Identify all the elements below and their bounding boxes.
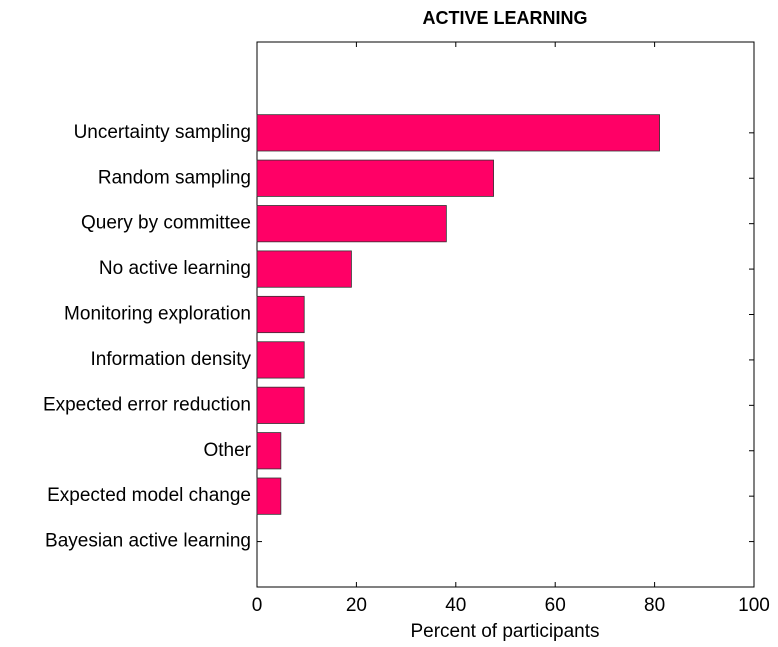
chart-title: ACTIVE LEARNING xyxy=(422,8,587,28)
y-tick-label: Query by committee xyxy=(81,213,251,234)
y-tick-label: Expected model change xyxy=(47,485,251,506)
bar xyxy=(256,341,305,379)
bar xyxy=(256,159,494,197)
bar xyxy=(256,386,305,424)
bar xyxy=(256,477,282,515)
bar xyxy=(256,295,305,334)
bar xyxy=(256,205,447,243)
x-tick-label: 80 xyxy=(644,595,665,616)
y-tick-label: Uncertainty sampling xyxy=(74,122,251,143)
y-tick-label: No active learning xyxy=(99,258,251,279)
y-tick-label: Bayesian active learning xyxy=(45,531,251,552)
x-axis-label: Percent of participants xyxy=(410,621,599,642)
bar xyxy=(256,432,282,470)
y-tick-label: Expected error reduction xyxy=(43,394,251,415)
y-tick-label: Monitoring exploration xyxy=(64,304,251,325)
x-tick-label: 40 xyxy=(445,595,466,616)
x-tick-label: 0 xyxy=(252,595,263,616)
bar xyxy=(256,114,660,152)
y-tick-label: Random sampling xyxy=(98,167,251,188)
x-tick-label: 60 xyxy=(545,595,566,616)
bar xyxy=(256,250,352,288)
x-tick-label: 20 xyxy=(346,595,367,616)
x-tick-label: 100 xyxy=(738,595,770,616)
y-tick-label: Information density xyxy=(90,349,251,370)
y-tick-label: Other xyxy=(203,440,251,461)
